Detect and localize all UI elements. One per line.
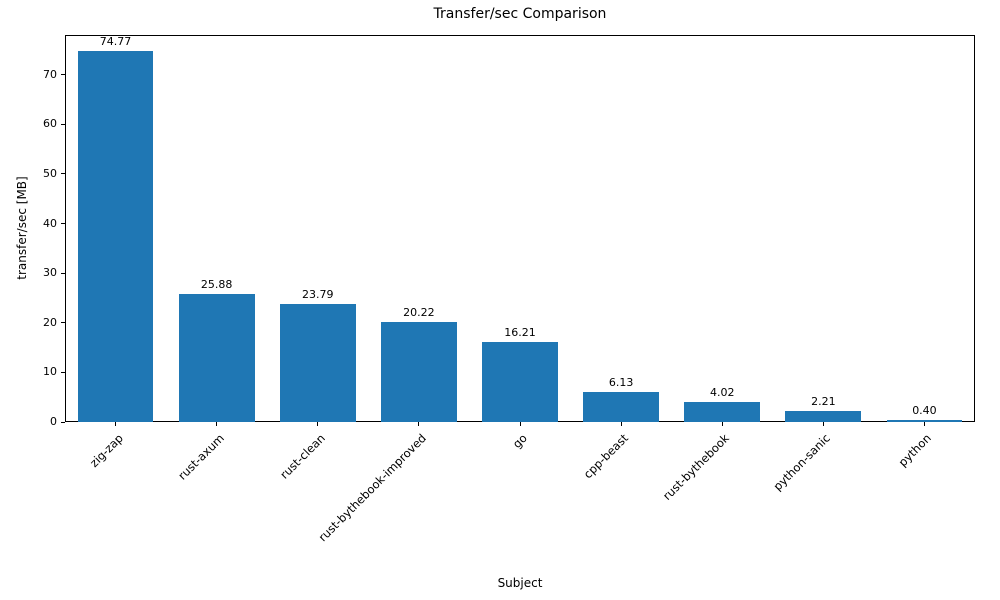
x-tick-label: go xyxy=(509,431,530,452)
bar xyxy=(178,293,255,422)
bar-value-label: 16.21 xyxy=(504,325,536,339)
bar xyxy=(77,51,154,422)
x-tick-label: cpp-beast xyxy=(580,431,632,482)
y-tick-label: 70 xyxy=(43,67,57,81)
y-tick-mark xyxy=(61,173,65,175)
x-tick-mark xyxy=(418,422,420,426)
x-axis-label: Subject xyxy=(497,576,543,590)
x-tick-mark xyxy=(721,422,723,426)
y-tick-mark xyxy=(61,322,65,324)
bar-value-label: 74.77 xyxy=(99,35,132,49)
x-tick-mark xyxy=(620,422,622,426)
bar-value-label: 0.40 xyxy=(912,404,937,417)
bar-value-label: 20.22 xyxy=(403,305,435,319)
bar-value-label: 4.02 xyxy=(709,386,735,400)
chart-title: Transfer/sec Comparison xyxy=(433,6,607,22)
y-tick-label: 30 xyxy=(43,266,57,280)
y-tick-mark xyxy=(61,123,65,125)
bar xyxy=(482,341,558,422)
bar-value-label: 6.13 xyxy=(608,375,634,389)
x-tick-mark xyxy=(822,422,824,426)
y-tick-label: 50 xyxy=(43,166,57,180)
x-tick-mark xyxy=(317,422,319,426)
x-tick-mark xyxy=(216,422,218,426)
x-tick-label: rust-axum xyxy=(174,431,227,483)
y-tick-mark xyxy=(61,272,65,274)
bar xyxy=(583,391,660,422)
bar xyxy=(684,402,761,422)
bar-value-label: 23.79 xyxy=(302,287,334,301)
x-tick-label: rust-bythebook xyxy=(660,431,733,503)
x-tick-label: python-sanic xyxy=(770,431,834,494)
x-tick-mark xyxy=(923,422,925,426)
y-tick-mark xyxy=(61,371,65,373)
x-tick-mark xyxy=(519,422,521,426)
bar-value-label: 2.21 xyxy=(811,395,836,409)
y-tick-label: 20 xyxy=(43,315,57,329)
bar xyxy=(785,411,862,422)
x-tick-label: rust-bythebook-improved xyxy=(315,431,429,545)
bar xyxy=(886,420,963,422)
x-tick-label: rust-clean xyxy=(277,431,328,482)
y-tick-label: 0 xyxy=(50,415,57,428)
bar xyxy=(279,303,356,422)
y-tick-mark xyxy=(61,421,65,423)
x-tick-label: zig-zap xyxy=(86,431,126,470)
y-tick-label: 40 xyxy=(43,216,57,230)
bar xyxy=(380,321,457,422)
y-tick-label: 10 xyxy=(43,365,57,379)
y-tick-mark xyxy=(61,74,65,76)
x-tick-mark xyxy=(115,422,117,426)
y-tick-mark xyxy=(61,223,65,225)
bar-value-label: 25.88 xyxy=(200,277,233,291)
x-tick-label: python xyxy=(895,431,935,470)
y-tick-label: 60 xyxy=(43,117,57,131)
